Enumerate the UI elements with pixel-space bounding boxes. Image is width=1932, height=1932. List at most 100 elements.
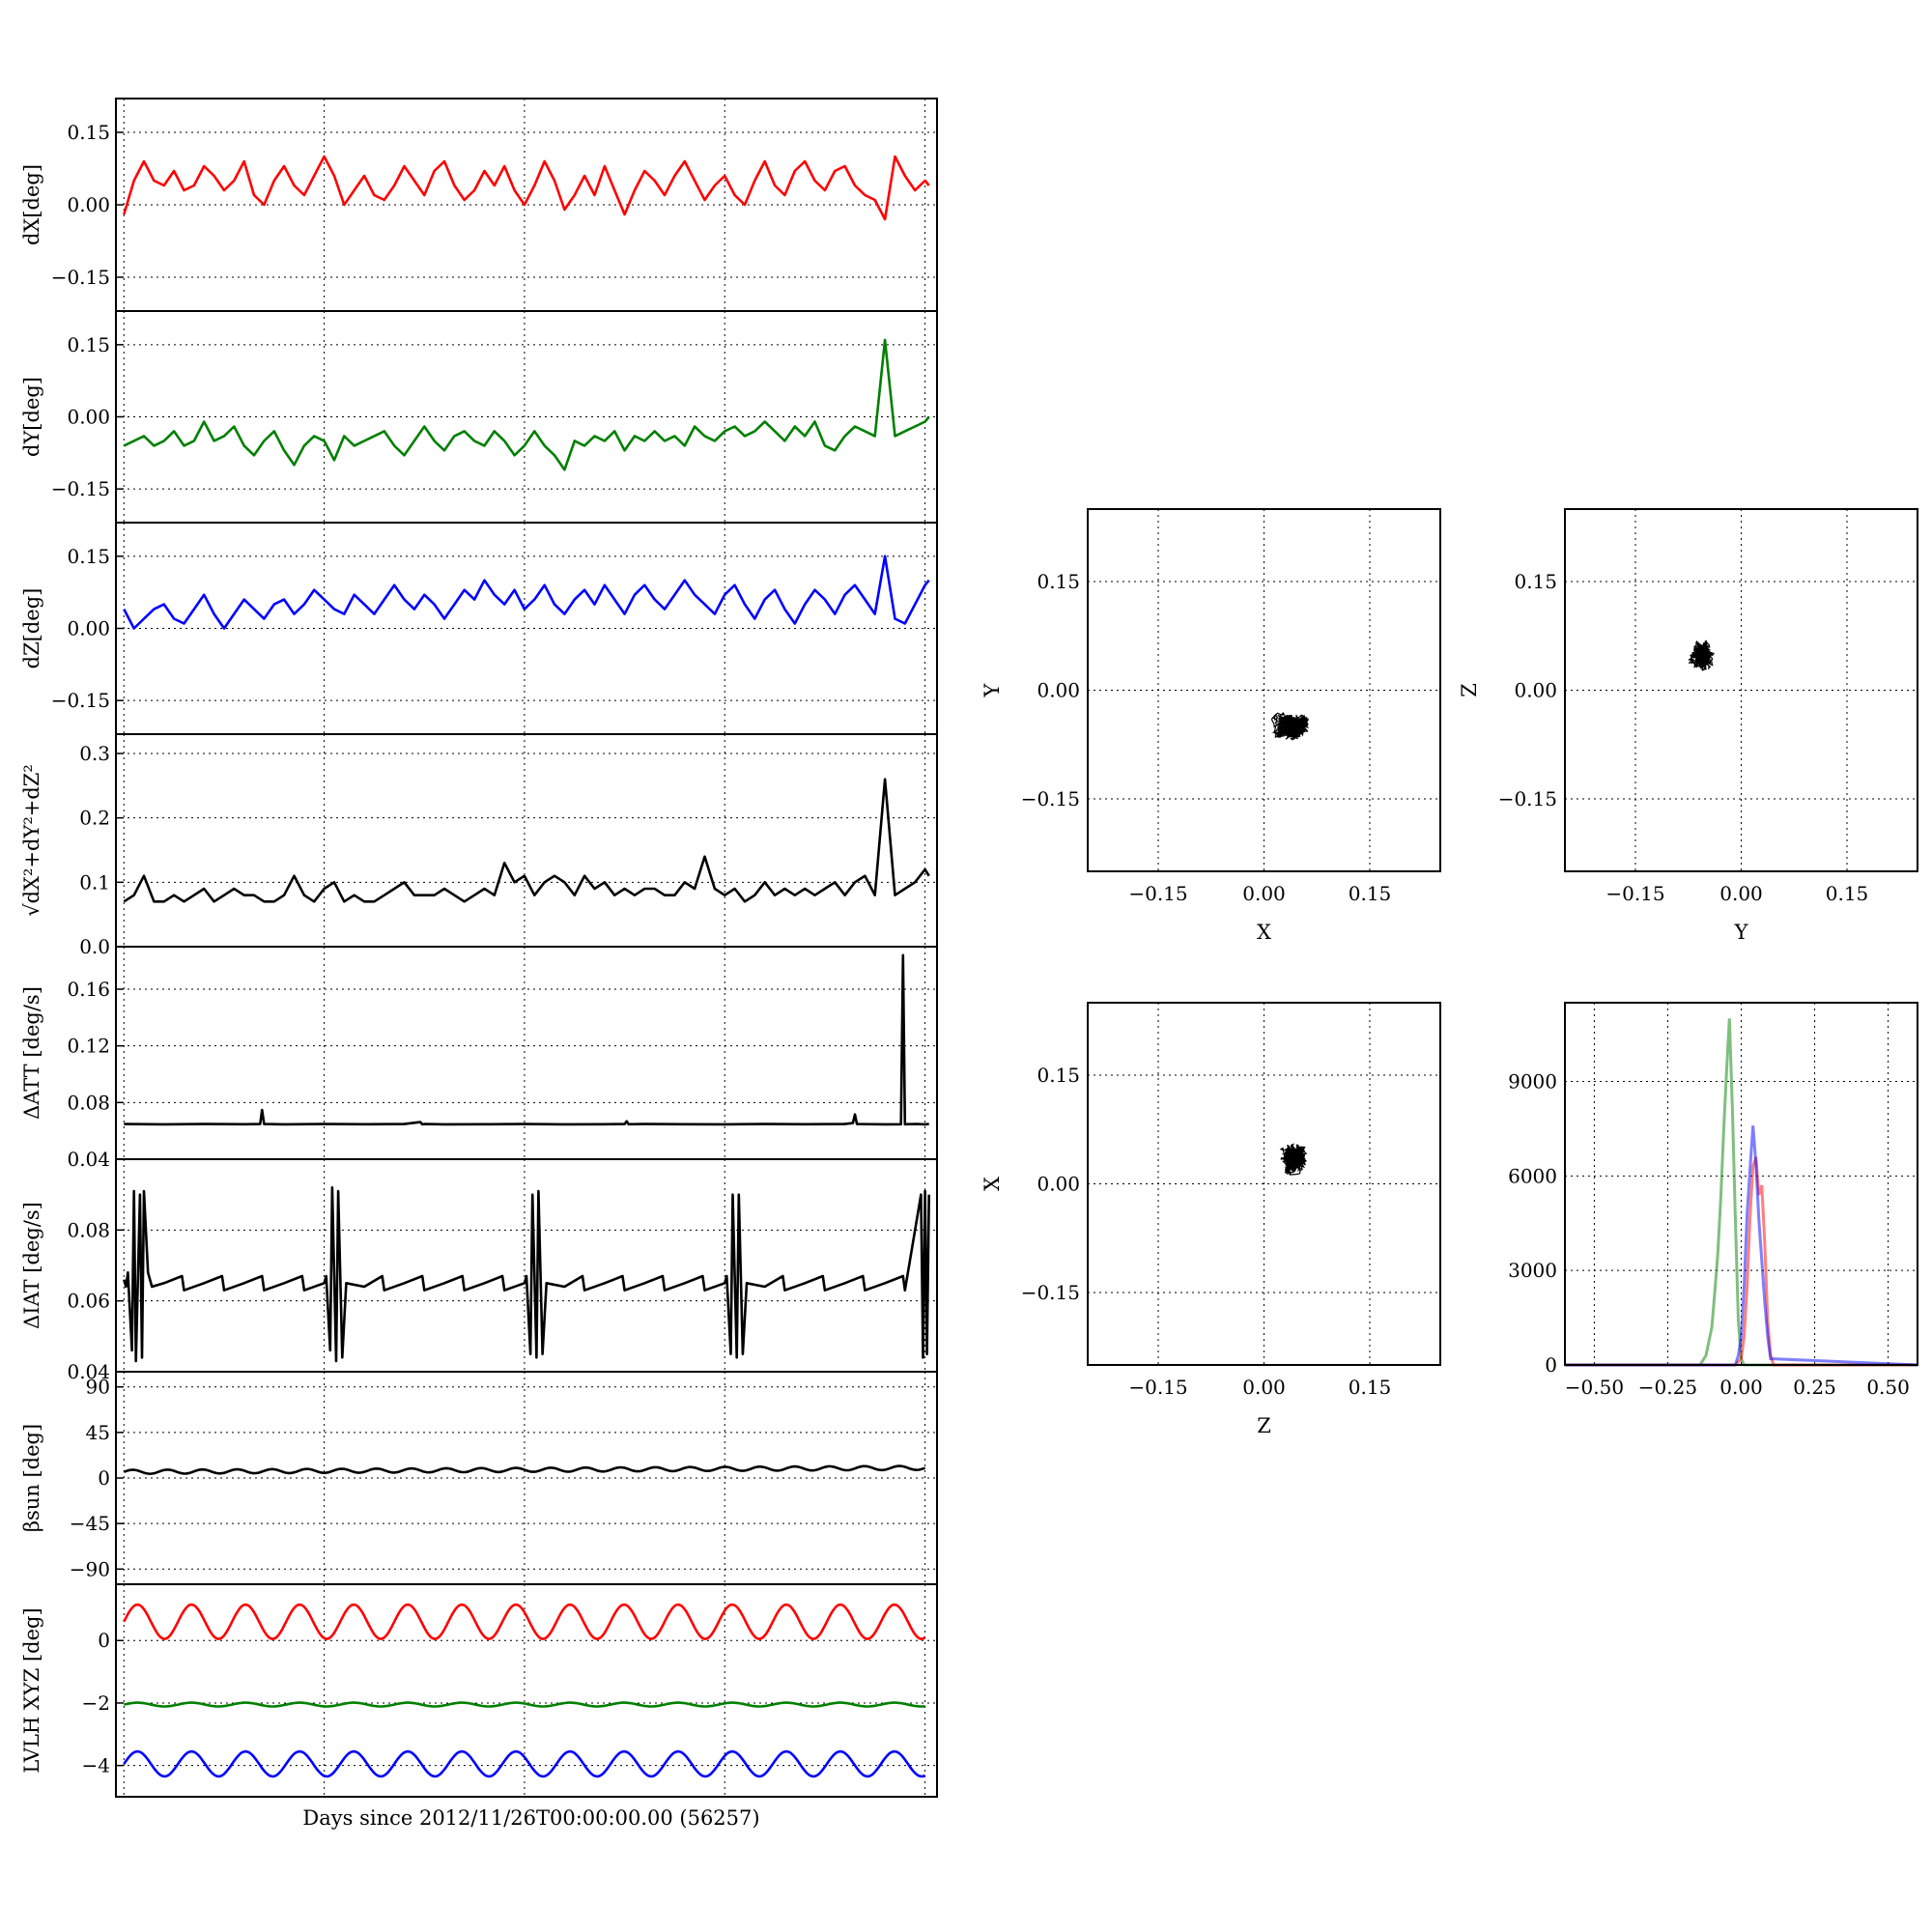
- x-tick-label: 0.00: [1242, 1376, 1286, 1399]
- y-tick-label: 0.00: [1037, 1173, 1080, 1196]
- y-tick-label: 45: [86, 1421, 110, 1444]
- y-tick-label: 0.15: [1037, 570, 1080, 593]
- series-line-2: [123, 1701, 925, 1708]
- y-axis-label: dZ[deg]: [20, 588, 43, 669]
- x-axis-label: Y: [1734, 921, 1749, 944]
- y-tick-label: 0.1: [79, 870, 110, 894]
- y-tick-label: 9000: [1508, 1070, 1557, 1094]
- y-axis-label: dY[deg]: [20, 377, 43, 457]
- x-axis-label: Days since 2012/11/26T00:00:00.00 (56257…: [302, 1806, 760, 1830]
- y-tick-label: 0.2: [79, 807, 110, 830]
- y-axis-label: ΔIAT [deg/s]: [20, 1202, 43, 1329]
- x-tick-label: 0.00: [1719, 1376, 1763, 1399]
- x-tick-label: −0.25: [1638, 1376, 1697, 1399]
- scatter-trajectory: [1688, 639, 1715, 672]
- y-tick-label: −0.15: [51, 477, 110, 500]
- series-line-1: [123, 1464, 926, 1475]
- series-line-3: [123, 1749, 926, 1778]
- y-tick-label: 90: [86, 1376, 110, 1399]
- y-tick-label: 3000: [1508, 1259, 1557, 1282]
- y-tick-label: −90: [70, 1557, 110, 1580]
- y-tick-label: 0.08: [67, 1091, 110, 1114]
- x-tick-label: −0.50: [1565, 1376, 1624, 1399]
- histogram-series-3: [1565, 1125, 1918, 1367]
- scatter-panel-3: −0.15 −0.15 0.00 0.00 0.15 0.15 Z X: [980, 1002, 1441, 1437]
- y-tick-label: 0.0: [79, 935, 110, 958]
- y-tick-label: 0.00: [67, 406, 110, 429]
- timeseries-panel-4: 0.0 0.1 0.2 0.3 √dX²+dY²+dZ²: [20, 733, 938, 958]
- timeseries-panel-6: 0.04 0.06 0.08 ΔIAT [deg/s]: [20, 1158, 938, 1383]
- x-tick-label: 0.15: [1349, 882, 1392, 905]
- y-tick-label: −0.15: [1021, 1281, 1080, 1304]
- y-tick-label: 0.08: [67, 1218, 110, 1241]
- y-axis-label: √dX²+dY²+dZ²: [20, 764, 43, 917]
- x-tick-label: −0.15: [1128, 882, 1187, 905]
- timeseries-panel-7: −90 −45 0 45 90 βsun [deg]: [20, 1371, 938, 1585]
- series-line-1: [123, 1186, 930, 1363]
- y-tick-label: −2: [82, 1691, 110, 1715]
- y-tick-label: −45: [70, 1512, 110, 1535]
- x-tick-label: 0.50: [1866, 1376, 1910, 1399]
- x-tick-label: 0.00: [1719, 882, 1763, 905]
- y-tick-label: −0.15: [1498, 787, 1557, 810]
- panel-frame: [115, 1583, 938, 1798]
- y-tick-label: −0.15: [1021, 787, 1080, 810]
- y-tick-label: 0.06: [67, 1290, 110, 1313]
- series-line-1: [123, 1603, 926, 1640]
- y-axis-label: Z: [1458, 683, 1481, 697]
- timeseries-panel-3: −0.15 0.00 0.15 dZ[deg]: [20, 522, 938, 735]
- y-tick-label: 0.15: [1514, 570, 1557, 593]
- series-line-1: [123, 155, 930, 221]
- x-axis-label: Z: [1257, 1414, 1271, 1437]
- y-axis-label: LVLH XYZ [deg]: [20, 1607, 43, 1773]
- y-tick-label: 0.00: [1514, 679, 1557, 702]
- y-tick-label: 0.00: [67, 617, 110, 640]
- scatter-trajectory: [1279, 1143, 1308, 1176]
- y-tick-label: 0.3: [79, 742, 110, 765]
- series-line-1: [123, 338, 930, 471]
- x-tick-label: 0.00: [1242, 882, 1286, 905]
- panel-frame: [115, 946, 938, 1160]
- y-tick-label: 0.15: [67, 333, 110, 356]
- y-tick-label: 0.04: [67, 1360, 110, 1383]
- x-tick-label: 0.15: [1826, 882, 1869, 905]
- histogram-panel: −0.50 −0.25 0.00 0.25 0.50 0 3000 6000 9000: [1508, 1002, 1918, 1399]
- scatter-trajectory: [1270, 711, 1310, 741]
- y-tick-label: 0: [98, 1629, 110, 1652]
- y-tick-label: 0.04: [67, 1148, 110, 1171]
- timeseries-panel-5: 0.04 0.08 0.12 0.16 ΔATT [deg/s]: [20, 946, 938, 1171]
- y-axis-label: Y: [980, 682, 1004, 697]
- panel-frame: [1087, 1002, 1441, 1366]
- y-tick-label: −4: [82, 1754, 110, 1777]
- panel-frame: [115, 733, 938, 948]
- y-tick-label: 6000: [1508, 1164, 1557, 1187]
- y-tick-label: 0.12: [67, 1035, 110, 1058]
- panel-frame: [1564, 1002, 1918, 1366]
- series-line-1: [123, 778, 930, 903]
- x-axis-label: X: [1257, 921, 1271, 944]
- y-tick-label: 0: [1545, 1353, 1557, 1377]
- series-line-1: [124, 953, 929, 1126]
- y-tick-label: −0.15: [51, 689, 110, 712]
- y-axis-label: X: [980, 1177, 1004, 1191]
- y-tick-label: 0.15: [1037, 1064, 1080, 1087]
- x-tick-label: −0.15: [1605, 882, 1664, 905]
- panel-frame: [1087, 508, 1441, 872]
- y-tick-label: 0.00: [1037, 679, 1080, 702]
- timeseries-panel-1: −0.15 0.00 0.15 dX[deg]: [20, 98, 938, 312]
- y-tick-label: 0.16: [67, 978, 110, 1001]
- y-tick-label: 0.15: [67, 121, 110, 144]
- y-axis-label: βsun [deg]: [20, 1424, 43, 1532]
- y-axis-label: dX[deg]: [20, 164, 43, 245]
- x-tick-label: 0.15: [1349, 1376, 1392, 1399]
- scatter-panel-1: −0.15 −0.15 0.00 0.00 0.15 0.15 X Y: [980, 508, 1441, 944]
- y-tick-label: −0.15: [51, 266, 110, 289]
- timeseries-panel-8: −4 −2 0 LVLH XYZ [deg]: [20, 1583, 938, 1798]
- series-line-1: [123, 554, 930, 630]
- timeseries-panel-2: −0.15 0.00 0.15 dY[deg]: [20, 310, 938, 524]
- scatter-panel-2: −0.15 −0.15 0.00 0.00 0.15 0.15 Y Z: [1458, 508, 1918, 944]
- y-tick-label: 0.00: [67, 193, 110, 216]
- x-tick-label: 0.25: [1793, 1376, 1836, 1399]
- y-tick-label: 0.15: [67, 545, 110, 568]
